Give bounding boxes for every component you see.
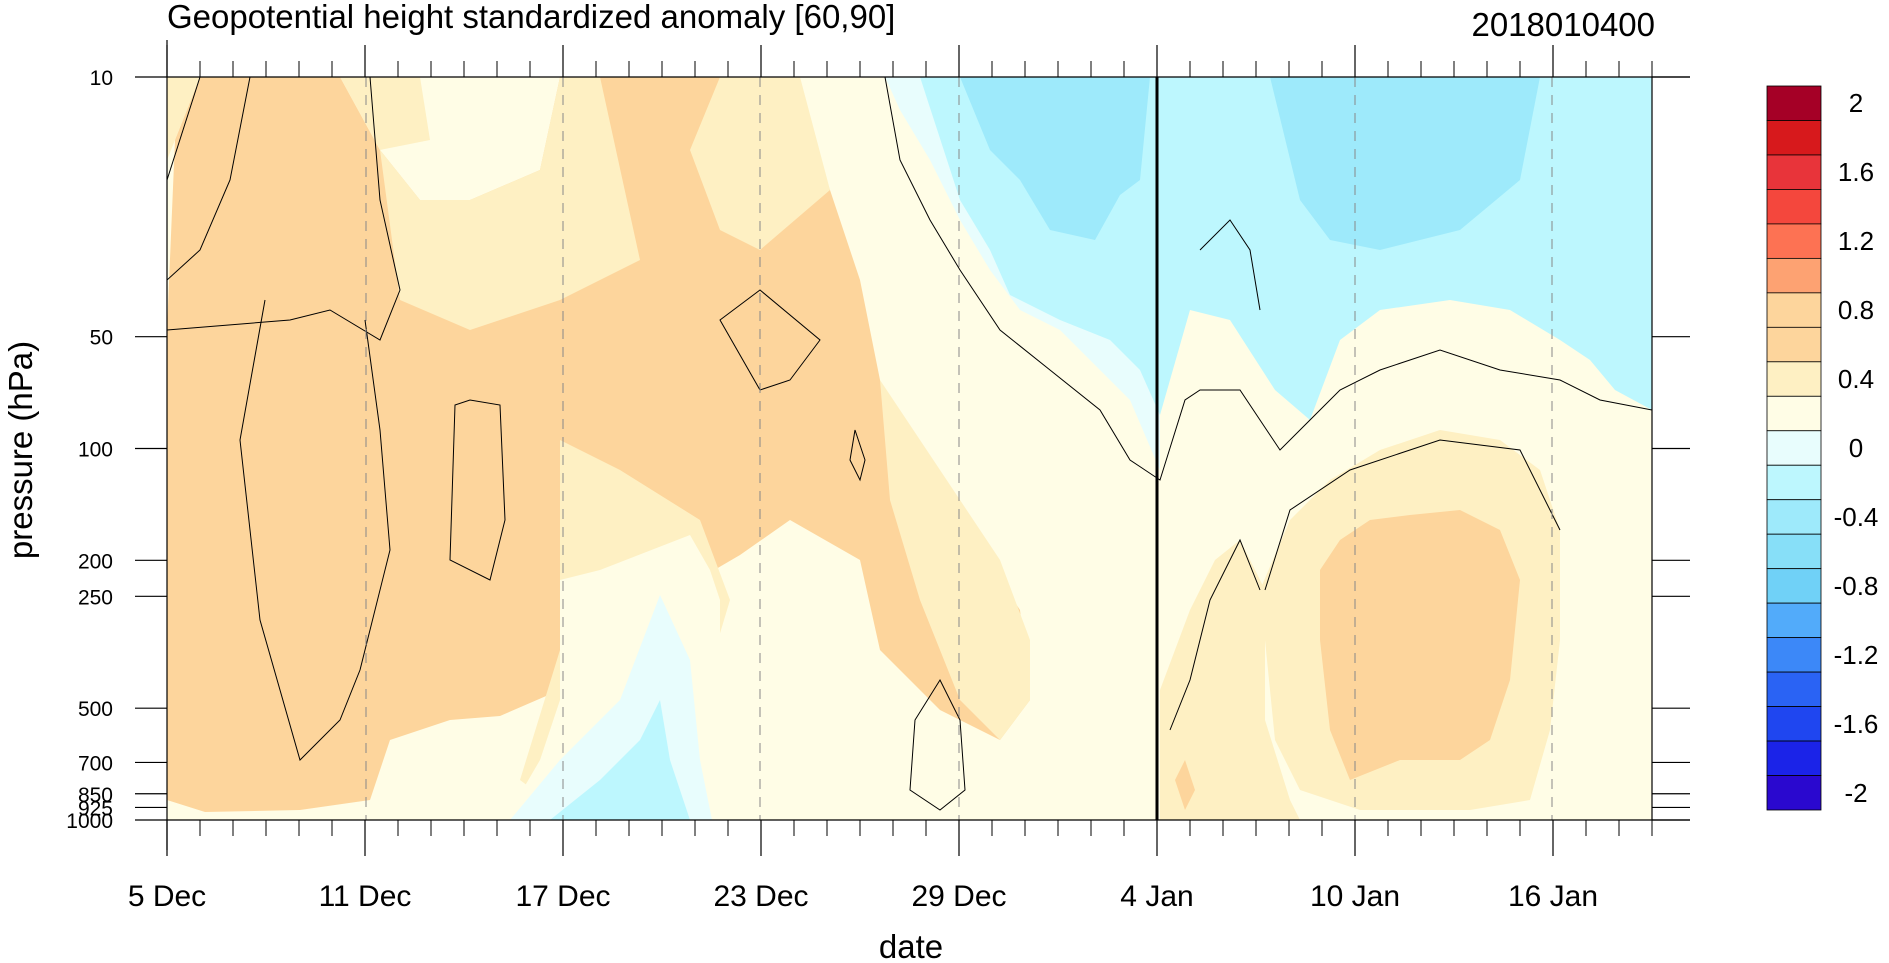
colorbar-swatch xyxy=(1766,361,1822,397)
contour-lines xyxy=(167,77,1652,811)
colorbar-swatch xyxy=(1766,430,1822,466)
colorbar-swatch xyxy=(1766,120,1822,156)
colorbar-swatch xyxy=(1766,189,1822,225)
colorbar-swatch xyxy=(1766,223,1822,259)
colorbar-swatch xyxy=(1766,637,1822,673)
weak-positive-band-top xyxy=(167,77,830,330)
colorbar-label: 0.4 xyxy=(1838,364,1874,394)
colorbar-label: -2 xyxy=(1844,778,1867,808)
colorbar-label: -1.6 xyxy=(1834,709,1879,739)
colorbar-label: -1.2 xyxy=(1834,640,1879,670)
colorbar-swatch xyxy=(1766,568,1822,604)
y-tick-label: 200 xyxy=(78,550,113,573)
x-tick-label: 23 Dec xyxy=(713,880,808,913)
colorbar-swatch xyxy=(1766,326,1822,363)
colorbar-swatch xyxy=(1766,499,1822,535)
colorbar-swatch xyxy=(1766,533,1822,570)
colorbar-label: 0 xyxy=(1849,433,1863,463)
x-tick-label: 5 Dec xyxy=(128,880,206,913)
contour-field xyxy=(167,77,1652,820)
date-gridlines xyxy=(365,77,1553,820)
y-axis-title: pressure (hPa) xyxy=(2,341,39,559)
x-tick-label: 4 Jan xyxy=(1120,880,1193,913)
colorbar: 2 1.6 1.2 0.8 0.4 0 -0.4 -0.8 -1.2 -1.6 -2 xyxy=(1766,85,1879,811)
colorbar-swatch xyxy=(1766,85,1822,121)
x-axis-ticks: 5 Dec 11 Dec 17 Dec 23 Dec 29 Dec 4 Jan 10 Jan… xyxy=(128,45,1653,913)
colorbar-swatch xyxy=(1766,671,1822,707)
y-tick-label: 10 xyxy=(90,67,113,90)
colorbar-label: 1.6 xyxy=(1838,157,1874,187)
january-negative-region xyxy=(1160,77,1652,420)
x-tick-label: 29 Dec xyxy=(911,880,1006,913)
colorbar-label: -0.8 xyxy=(1834,571,1879,601)
january-positive-core xyxy=(1175,510,1520,810)
colorbar-swatch xyxy=(1766,464,1822,501)
y-tick-label: 850 xyxy=(78,784,113,807)
negative-anomaly-strong-core xyxy=(960,77,1150,240)
x-axis-title: date xyxy=(879,928,943,963)
x-tick-label: 17 Dec xyxy=(515,880,610,913)
colorbar-swatch xyxy=(1766,154,1822,190)
colorbar-label: -0.4 xyxy=(1834,502,1879,532)
colorbar-label: 0.8 xyxy=(1838,295,1874,325)
cold-core-lower xyxy=(550,700,690,820)
x-tick-label: 10 Jan xyxy=(1310,880,1400,913)
x-tick-label: 16 Jan xyxy=(1508,880,1598,913)
colorbar-swatch xyxy=(1766,395,1822,432)
y-tick-label: 100 xyxy=(78,439,113,462)
colorbar-label: 1.2 xyxy=(1838,226,1874,256)
y-tick-label: 925 xyxy=(78,797,113,820)
colorbar-swatch xyxy=(1766,602,1822,639)
colorbar-swatch xyxy=(1766,775,1822,811)
colorbar-swatch xyxy=(1766,292,1822,328)
y-tick-label: 700 xyxy=(78,752,113,775)
y-tick-label: 50 xyxy=(90,327,113,350)
run-label: 2018010400 xyxy=(1471,6,1655,43)
colorbar-swatch xyxy=(1766,740,1822,776)
january-negative-core xyxy=(1270,77,1540,250)
y-tick-label: 250 xyxy=(78,586,113,609)
x-tick-label: 11 Dec xyxy=(319,880,412,913)
chart-title: Geopotential height standardized anomaly… xyxy=(167,0,895,35)
y-tick-label: 500 xyxy=(78,698,113,721)
y-tick-label: 1000 xyxy=(66,810,113,833)
colorbar-swatch xyxy=(1766,257,1822,294)
colorbar-label: 2 xyxy=(1849,88,1863,118)
colorbar-swatch xyxy=(1766,706,1822,742)
positive-anomaly-region xyxy=(167,77,1030,812)
